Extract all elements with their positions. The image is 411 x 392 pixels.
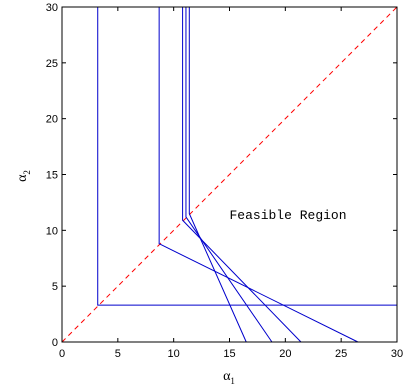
series-line-4 [185, 7, 273, 343]
x-axis-label-sub: 1 [230, 376, 235, 386]
y-tick-label-2: 10 [46, 225, 58, 237]
y-axis-label-base: α [15, 174, 30, 182]
series-line-2 [158, 7, 359, 343]
x-tick-label-2: 10 [168, 348, 180, 360]
x-tick-label-3: 15 [223, 348, 235, 360]
x-tick-label-5: 25 [335, 348, 347, 360]
y-tick-label-3: 15 [46, 170, 58, 182]
y-tick-label-0: 0 [52, 337, 58, 349]
y-tick-label-5: 25 [46, 58, 58, 70]
y-axis-label: α2 [15, 170, 32, 182]
x-axis-label: α1 [223, 369, 235, 386]
x-axis-label-base: α [223, 369, 231, 384]
series-line-5 [188, 7, 247, 343]
x-tick-label-6: 30 [391, 348, 403, 360]
y-axis-label-sub: 2 [22, 170, 32, 175]
x-tick-label-4: 20 [279, 348, 291, 360]
y-tick-label-6: 30 [46, 2, 58, 14]
diagonal-line [61, 6, 398, 343]
annotation-feasible-region: Feasible Region [230, 208, 347, 223]
y-tick-label-1: 5 [52, 281, 58, 293]
series-line-1 [97, 7, 397, 306]
x-tick-label-0: 0 [59, 348, 65, 360]
axes: 0 5 10 15 20 25 30 0 5 10 15 20 25 30 [46, 2, 403, 360]
y-tick-label-4: 20 [46, 114, 58, 126]
plot-marks [61, 6, 398, 343]
x-tick-label-1: 5 [115, 348, 121, 360]
series-line-3 [182, 7, 302, 343]
